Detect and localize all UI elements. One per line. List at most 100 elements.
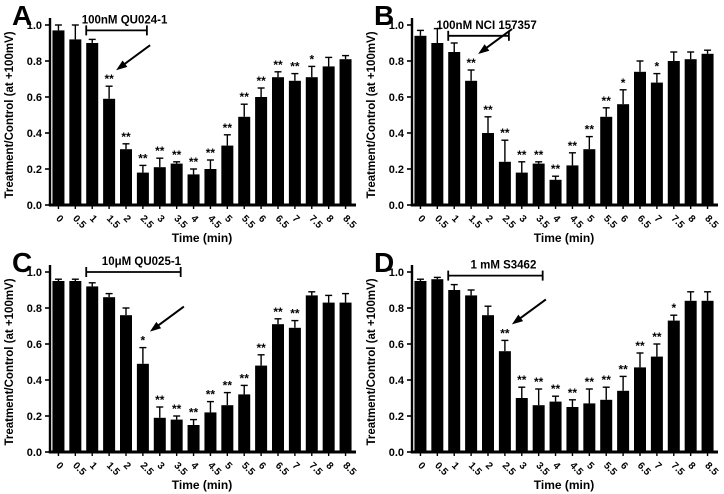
bar	[120, 315, 132, 452]
bar	[187, 174, 200, 205]
y-tick-label: 0.4	[27, 128, 43, 140]
arrow-line	[154, 305, 185, 329]
x-tick-label: 8	[324, 213, 336, 225]
x-tick-label: 1.5	[466, 460, 484, 478]
bar	[465, 295, 478, 452]
x-tick-label: 7.5	[669, 213, 687, 231]
x-tick-label: 2.5	[500, 213, 518, 231]
x-axis-title: Time (min)	[534, 231, 594, 245]
arrow-head	[478, 44, 490, 54]
y-axis-title: Treatment/Control (at +100mV)	[366, 31, 378, 198]
significance-marker: **	[256, 341, 266, 355]
significance-marker: **	[517, 148, 527, 162]
significance-marker: *	[655, 60, 660, 74]
bar	[650, 356, 663, 452]
x-tick-label: 2.5	[138, 213, 156, 231]
significance-marker: **	[290, 307, 300, 321]
x-tick-label: 4	[188, 213, 200, 225]
x-tick-label: 1	[87, 460, 99, 472]
significance-marker: **	[568, 386, 578, 400]
x-tick-label: 3.5	[534, 460, 552, 478]
significance-marker: **	[652, 330, 662, 344]
panel-d-letter: D	[374, 247, 395, 278]
y-tick-label: 0.8	[27, 56, 42, 68]
y-tick-label: 0.6	[389, 339, 404, 351]
x-tick-label: 1	[87, 213, 99, 225]
bar	[305, 77, 318, 205]
x-axis-title: Time (min)	[534, 478, 594, 492]
significance-marker: **	[273, 58, 283, 72]
significance-marker: **	[568, 139, 578, 153]
bar	[701, 53, 714, 205]
bar	[515, 172, 528, 205]
bar	[120, 149, 132, 205]
x-tick-label: 8.5	[340, 460, 358, 478]
bar	[238, 116, 251, 205]
x-tick-label: 1.5	[104, 460, 122, 478]
x-tick-label: 4.5	[205, 213, 223, 231]
y-tick-label: 0.6	[389, 92, 404, 104]
x-tick-label: 2	[483, 460, 495, 472]
x-tick-label: 8	[686, 213, 698, 225]
significance-marker: **	[223, 379, 233, 393]
bar	[566, 407, 579, 452]
x-tick-label: 5.5	[239, 460, 257, 478]
bar	[221, 405, 234, 452]
bar	[431, 279, 444, 452]
bar	[650, 82, 663, 205]
bar	[288, 80, 301, 205]
bar	[448, 290, 461, 452]
bar	[255, 97, 268, 205]
bar	[52, 281, 65, 452]
y-tick-label: 0.8	[389, 303, 404, 315]
bar	[600, 399, 613, 452]
bar	[69, 281, 82, 452]
significance-marker: **	[602, 94, 612, 108]
treatment-label: 1 mM S3462	[471, 260, 537, 272]
x-tick-label: 4.5	[567, 213, 585, 231]
arrow-line	[482, 28, 513, 52]
bar	[667, 320, 680, 452]
panel-a-letter: A	[12, 0, 33, 31]
y-tick-label: 1.0	[27, 267, 42, 279]
y-tick-label: 0.4	[389, 128, 405, 140]
x-tick-label: 6.5	[635, 460, 653, 478]
significance-marker: *	[671, 301, 676, 315]
significance-marker: **	[585, 123, 595, 137]
significance-marker: **	[256, 74, 266, 88]
x-tick-label: 7.5	[307, 213, 325, 231]
bar	[136, 363, 149, 452]
bar	[566, 165, 579, 205]
significance-marker: *	[141, 334, 146, 348]
bar	[498, 161, 511, 205]
significance-marker: **	[635, 339, 645, 353]
x-tick-label: 5.5	[239, 213, 257, 231]
x-tick-label: 8	[324, 460, 336, 472]
bar	[272, 77, 284, 205]
significance-marker: **	[466, 56, 476, 70]
x-tick-label: 5	[584, 460, 596, 472]
x-tick-label: 3.5	[534, 213, 552, 231]
significance-marker: **	[240, 90, 250, 104]
y-tick-label: 0.6	[27, 92, 42, 104]
x-tick-label: 4	[188, 460, 200, 472]
significance-marker: **	[290, 60, 300, 74]
x-tick-label: 0.5	[70, 213, 88, 231]
x-tick-label: 7	[290, 213, 302, 225]
bar	[414, 35, 427, 205]
x-tick-label: 2	[121, 213, 133, 225]
x-tick-label: 6.5	[635, 213, 653, 231]
bar	[103, 98, 116, 205]
bar	[583, 403, 596, 452]
bar	[482, 315, 494, 452]
arrow-head	[511, 314, 524, 325]
arrow-head	[116, 60, 128, 71]
significance-marker: **	[155, 144, 165, 158]
bar	[667, 61, 680, 205]
significance-marker: **	[206, 146, 216, 160]
bar	[634, 367, 646, 452]
x-tick-label: 3.5	[172, 213, 190, 231]
x-tick-label: 7.5	[307, 460, 325, 478]
bar	[238, 394, 251, 452]
bar	[583, 149, 596, 205]
